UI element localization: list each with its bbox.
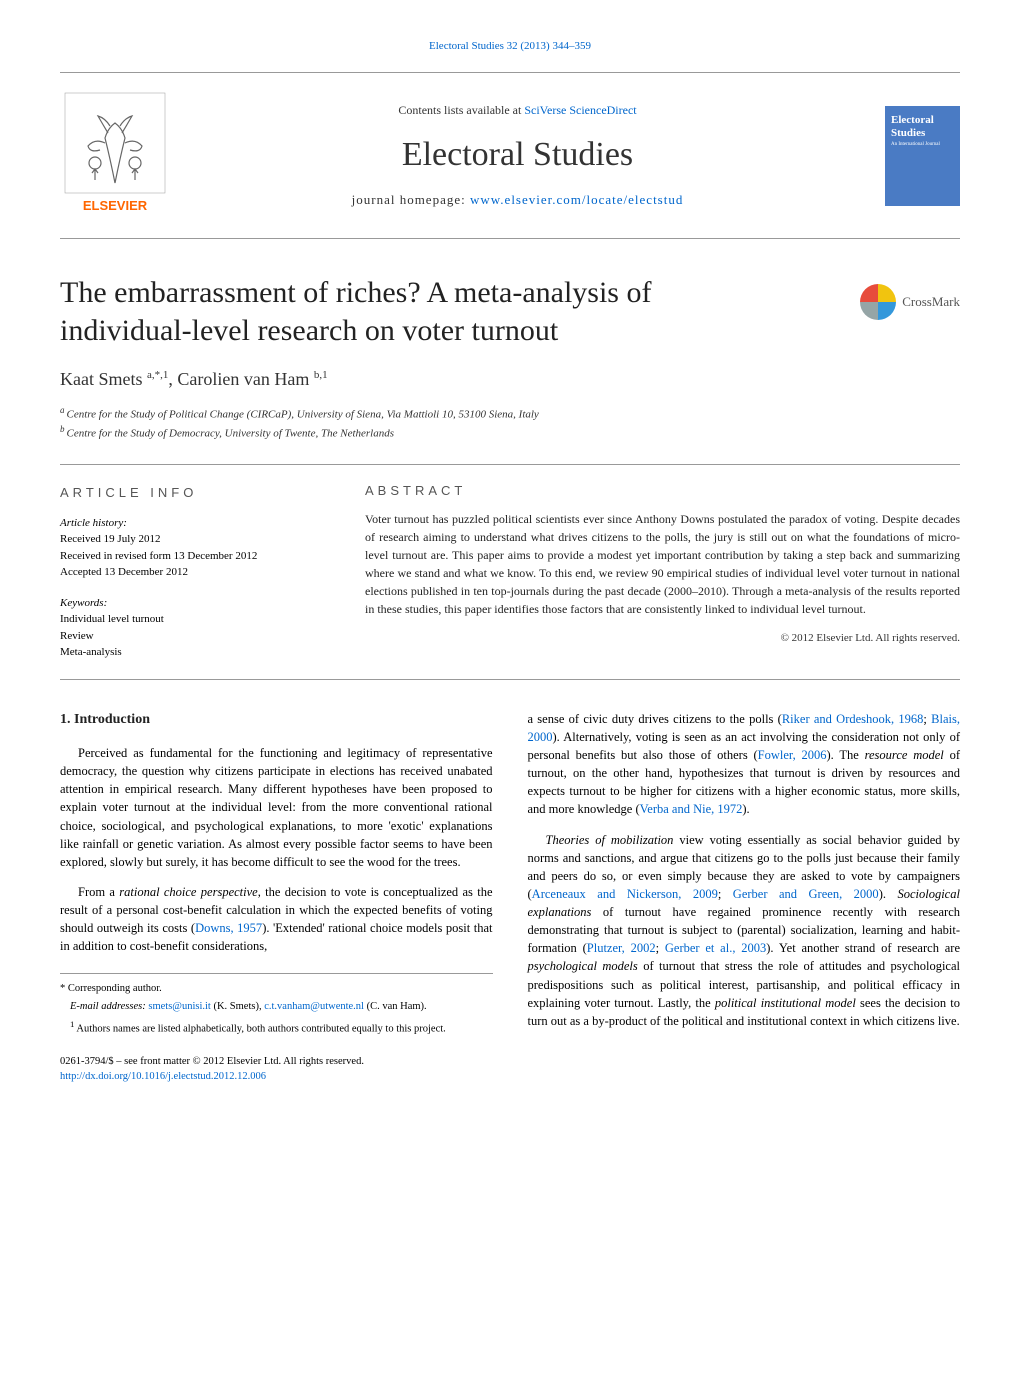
issn-line: 0261-3794/$ – see front matter © 2012 El… <box>60 1055 493 1070</box>
keyword-3: Meta-analysis <box>60 644 320 661</box>
title-row: The embarrassment of riches? A meta-anal… <box>60 274 960 369</box>
cover-subtitle: An International Journal <box>891 142 954 147</box>
ref-riker[interactable]: Riker and Ordeshook, 1968 <box>782 712 924 726</box>
intro-p2: From a rational choice perspective, the … <box>60 883 493 956</box>
crossmark-q4 <box>878 302 896 320</box>
bottom-meta: 0261-3794/$ – see front matter © 2012 El… <box>60 1055 493 1084</box>
crossmark-badge[interactable]: CrossMark <box>860 284 960 320</box>
ref-gerber-etal[interactable]: Gerber et al., 2003 <box>665 941 766 955</box>
crossmark-q2 <box>878 284 896 302</box>
body-col-left: 1. Introduction Perceived as fundamental… <box>60 710 493 1085</box>
authors: Kaat Smets a,*,1, Carolien van Ham b,1 <box>60 369 960 390</box>
intro-p1: Perceived as fundamental for the functio… <box>60 744 493 871</box>
email-label: E-mail addresses: <box>70 1001 148 1012</box>
ref-verba[interactable]: Verba and Nie, 1972 <box>640 802 743 816</box>
journal-header: ELSEVIER Contents lists available at Sci… <box>60 72 960 239</box>
sciencedirect-link[interactable]: SciVerse ScienceDirect <box>524 103 636 117</box>
email-smets[interactable]: smets@unisi.it <box>148 1001 210 1012</box>
p2-pre: From a <box>78 885 119 899</box>
article-title: The embarrassment of riches? A meta-anal… <box>60 274 790 349</box>
section-heading: 1. Introduction <box>60 710 493 730</box>
ref-arceneaux[interactable]: Arceneaux and Nickerson, 2009 <box>532 887 718 901</box>
rp1-mid2: ). The <box>827 748 865 762</box>
crossmark-icon <box>860 284 896 320</box>
abstract-column: ABSTRACT Voter turnout has puzzled polit… <box>340 465 960 679</box>
rp2-sep1: ; <box>718 887 733 901</box>
keyword-2: Review <box>60 628 320 645</box>
ref-gerber-green[interactable]: Gerber and Green, 2000 <box>733 887 879 901</box>
article-info-heading: ARTICLE INFO <box>60 483 320 503</box>
info-abstract-row: ARTICLE INFO Article history: Received 1… <box>60 464 960 680</box>
abstract-heading: ABSTRACT <box>365 483 960 498</box>
ref-fowler[interactable]: Fowler, 2006 <box>758 748 827 762</box>
revised-date: Received in revised form 13 December 201… <box>60 548 320 565</box>
right-p2: Theories of mobilization view voting ess… <box>528 831 961 1030</box>
crossmark-q1 <box>860 284 878 302</box>
rp2-em1: Theories of mobilization <box>546 833 674 847</box>
elsevier-logo: ELSEVIER <box>60 88 170 223</box>
citation-link: Electoral Studies 32 (2013) 344–359 <box>60 40 960 52</box>
ref-downs[interactable]: Downs, 1957 <box>195 921 262 935</box>
journal-title: Electoral Studies <box>170 136 865 174</box>
email2-name: (C. van Ham). <box>364 1001 427 1012</box>
contents-prefix: Contents lists available at <box>398 103 524 117</box>
rp2-mid2: ). <box>879 887 898 901</box>
footnote-1: 1 Authors names are listed alphabeticall… <box>60 1018 493 1037</box>
cover-title: Electoral Studies <box>891 114 954 140</box>
homepage-link[interactable]: www.elsevier.com/locate/electstud <box>470 192 683 207</box>
keywords-label: Keywords: <box>60 595 320 612</box>
received-date: Received 19 July 2012 <box>60 531 320 548</box>
abstract-text: Voter turnout has puzzled political scie… <box>365 510 960 618</box>
body-col-right: a sense of civic duty drives citizens to… <box>528 710 961 1085</box>
email1-name: (K. Smets), <box>211 1001 264 1012</box>
crossmark-q3 <box>860 302 878 320</box>
article-info: ARTICLE INFO Article history: Received 1… <box>60 465 340 679</box>
cover-thumbnail: Electoral Studies An International Journ… <box>885 106 960 206</box>
footnotes: * Corresponding author. E-mail addresses… <box>60 973 493 1037</box>
homepage-line: journal homepage: www.elsevier.com/locat… <box>170 192 865 208</box>
history-label: Article history: <box>60 515 320 532</box>
rp2-sep2: ; <box>656 941 665 955</box>
citation-anchor[interactable]: Electoral Studies 32 (2013) 344–359 <box>429 40 591 52</box>
email-vanham[interactable]: c.t.vanham@utwente.nl <box>264 1001 364 1012</box>
rp1-pre: a sense of civic duty drives citizens to… <box>528 712 782 726</box>
keyword-1: Individual level turnout <box>60 611 320 628</box>
p2-em1: rational choice perspective <box>119 885 257 899</box>
email-line: E-mail addresses: smets@unisi.it (K. Sme… <box>60 1000 493 1015</box>
doi-link[interactable]: http://dx.doi.org/10.1016/j.electstud.20… <box>60 1071 266 1082</box>
rp2-em3: psychological models <box>528 959 638 973</box>
keywords-block: Keywords: Individual level turnout Revie… <box>60 595 320 661</box>
accepted-date: Accepted 13 December 2012 <box>60 564 320 581</box>
rp2-em4: political institutional model <box>715 996 856 1010</box>
crossmark-label: CrossMark <box>902 294 960 310</box>
journal-center: Contents lists available at SciVerse Sci… <box>170 103 865 208</box>
homepage-prefix: journal homepage: <box>352 192 470 207</box>
rp1-end: ). <box>742 802 749 816</box>
rp2-mid4: ). Yet another strand of research are <box>766 941 960 955</box>
fn1-text: Authors names are listed alphabetically,… <box>74 1023 445 1034</box>
corresponding-author: * Corresponding author. <box>60 982 493 997</box>
affiliations: aCentre for the Study of Political Chang… <box>60 404 960 442</box>
contents-line: Contents lists available at SciVerse Sci… <box>170 103 865 118</box>
elsevier-text: ELSEVIER <box>83 198 148 213</box>
rp1-sep1: ; <box>923 712 931 726</box>
right-p1: a sense of civic duty drives citizens to… <box>528 710 961 819</box>
abstract-copyright: © 2012 Elsevier Ltd. All rights reserved… <box>365 632 960 644</box>
body-columns: 1. Introduction Perceived as fundamental… <box>60 710 960 1085</box>
ref-plutzer[interactable]: Plutzer, 2002 <box>587 941 656 955</box>
rp1-em1: resource model <box>865 748 944 762</box>
